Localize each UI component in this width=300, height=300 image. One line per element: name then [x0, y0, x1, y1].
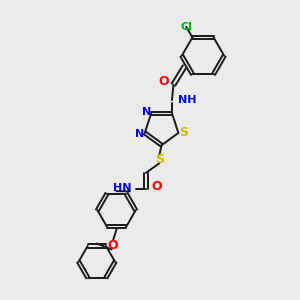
Text: S: S — [179, 126, 188, 140]
Text: S: S — [155, 153, 164, 167]
Text: N: N — [142, 107, 151, 117]
Text: HN: HN — [113, 183, 131, 193]
Text: N: N — [135, 129, 144, 140]
Text: O: O — [107, 239, 118, 252]
Text: O: O — [159, 75, 169, 88]
Text: O: O — [152, 180, 163, 193]
Text: Cl: Cl — [180, 22, 192, 32]
Text: NH: NH — [178, 95, 197, 105]
